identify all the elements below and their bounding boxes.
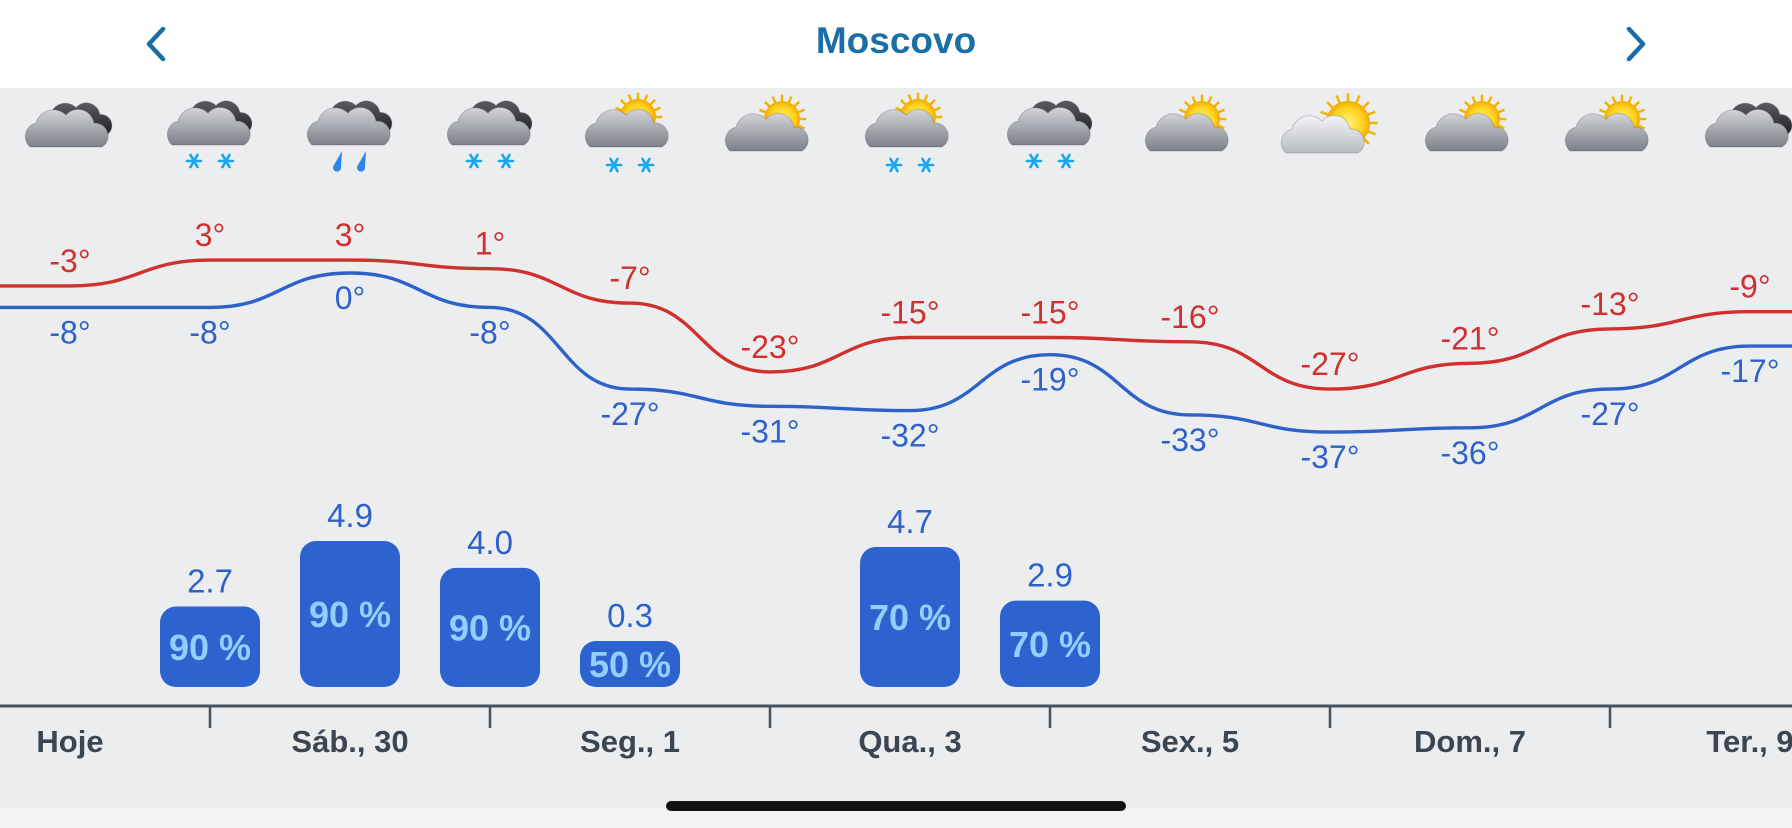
- max-temperature-line: [0, 258, 1792, 391]
- min-temperature-line: [0, 271, 1792, 434]
- cloudy-dark-icon: [24, 102, 113, 148]
- precipitation-bar: [860, 546, 960, 687]
- min-temperature-label: -33°: [1160, 422, 1219, 458]
- precipitation-bar: [1000, 600, 1100, 687]
- max-temperature-label: 3°: [195, 217, 226, 253]
- precipitation-bar: [440, 567, 540, 687]
- min-temperature-label: 0°: [335, 280, 366, 316]
- cloudy-dark-icon: [1704, 102, 1792, 148]
- sun-cloud-icon: [724, 94, 809, 152]
- precipitation-probability-label: 70 %: [1009, 624, 1091, 665]
- home-indicator[interactable]: [666, 801, 1126, 811]
- min-temperature-label: -27°: [600, 396, 659, 432]
- min-temperature-label: -17°: [1720, 353, 1779, 389]
- sun-cloud-snow-icon: [864, 92, 949, 173]
- day-label: Hoje: [36, 724, 103, 759]
- max-temperature-label: -21°: [1440, 320, 1499, 356]
- min-temperature-label: -19°: [1020, 362, 1079, 398]
- snow-cloud-icon: [1006, 100, 1093, 169]
- day-label: Ter., 9: [1706, 724, 1792, 759]
- min-temperature-label: -31°: [740, 413, 799, 449]
- day-label: Seg., 1: [580, 724, 680, 759]
- precipitation-amount-label: 4.9: [327, 497, 373, 534]
- precipitation-probability-label: 90 %: [309, 594, 391, 635]
- max-temperature-label: -9°: [1729, 269, 1770, 305]
- sun-cloud-icon: [1424, 94, 1509, 152]
- snow-cloud-icon: [446, 100, 533, 169]
- bottom-strip: [0, 808, 1792, 828]
- navigation-bar: Moscovo: [0, 0, 1792, 88]
- day-label: Dom., 7: [1414, 724, 1526, 759]
- min-temperature-label: -37°: [1300, 439, 1359, 475]
- sunny-cloud-icon: [1280, 93, 1378, 154]
- chevron-right-icon: [1626, 26, 1646, 62]
- max-temperature-label: -27°: [1300, 346, 1359, 382]
- min-temperature-label: -8°: [49, 314, 90, 350]
- day-label: Qua., 3: [858, 724, 961, 759]
- precipitation-probability-label: 50 %: [589, 644, 671, 685]
- max-temperature-label: -15°: [880, 295, 939, 331]
- sun-cloud-snow-icon: [584, 92, 669, 173]
- rain-cloud-icon: [306, 100, 393, 172]
- sun-cloud-icon: [1144, 94, 1229, 152]
- forecast-panel: [0, 88, 1792, 808]
- precipitation-probability-label: 90 %: [449, 607, 531, 648]
- precipitation-bar: [580, 641, 680, 687]
- min-temperature-label: -8°: [189, 314, 230, 350]
- precipitation-bar: [160, 606, 260, 687]
- precipitation-probability-label: 90 %: [169, 627, 251, 668]
- max-temperature-label: -16°: [1160, 299, 1219, 335]
- max-temperature-label: 1°: [475, 226, 506, 262]
- previous-location-button[interactable]: [126, 16, 186, 72]
- precipitation-amount-label: 4.7: [887, 503, 933, 540]
- max-temperature-label: 3°: [335, 217, 366, 253]
- precipitation-amount-label: 0.3: [607, 597, 653, 634]
- max-temperature-label: -15°: [1020, 295, 1079, 331]
- max-temperature-label: -23°: [740, 329, 799, 365]
- next-location-button[interactable]: [1606, 16, 1666, 72]
- min-temperature-label: -36°: [1440, 435, 1499, 471]
- min-temperature-label: -27°: [1580, 396, 1639, 432]
- precipitation-probability-label: 70 %: [869, 597, 951, 638]
- snow-cloud-icon: [166, 100, 253, 169]
- day-label: Sáb., 30: [291, 724, 408, 759]
- max-temperature-label: -13°: [1580, 286, 1639, 322]
- day-label: Sex., 5: [1141, 724, 1239, 759]
- sun-cloud-icon: [1564, 94, 1649, 152]
- precipitation-bar: [300, 541, 400, 687]
- page-title: Moscovo: [815, 20, 977, 61]
- min-temperature-label: -32°: [880, 418, 939, 454]
- max-temperature-label: -3°: [49, 243, 90, 279]
- min-temperature-label: -8°: [469, 314, 510, 350]
- precipitation-amount-label: 4.0: [467, 524, 513, 561]
- precipitation-amount-label: 2.7: [187, 563, 233, 600]
- max-temperature-label: -7°: [609, 260, 650, 296]
- chevron-left-icon: [146, 26, 166, 62]
- precipitation-amount-label: 2.9: [1027, 557, 1073, 594]
